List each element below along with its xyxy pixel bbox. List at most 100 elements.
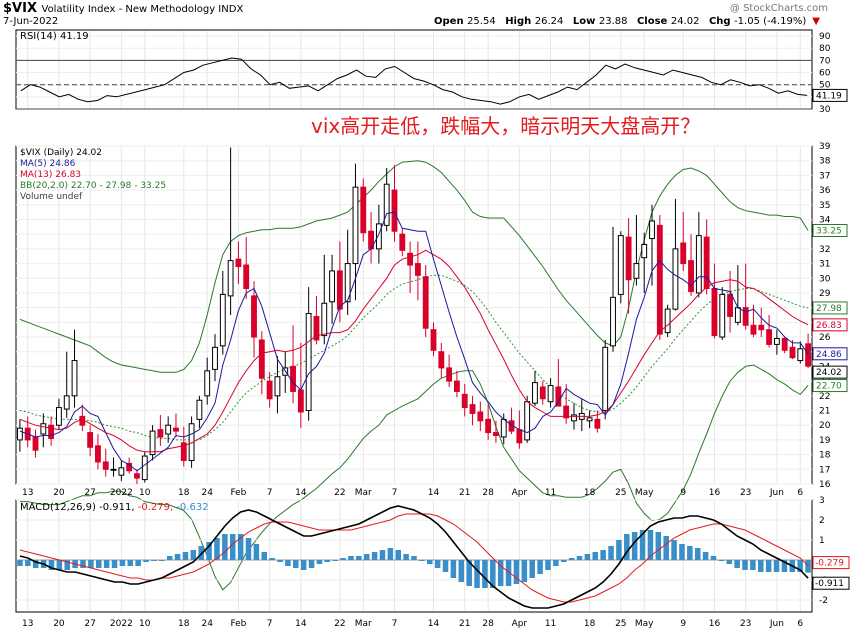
candle-down <box>625 236 632 281</box>
x-axis-label: 11 <box>545 488 556 498</box>
macd-histogram-bar <box>143 560 149 562</box>
macd-histogram-bar <box>434 560 441 568</box>
x-axis-label-bottom: 2022 <box>110 619 133 629</box>
candle-down <box>727 293 733 317</box>
symbol-title: $VIX Volatility Index - New Methodology … <box>3 1 243 16</box>
price-value-box <box>812 365 848 379</box>
x-axis-label-bottom: Feb <box>230 619 246 629</box>
macd-histogram-bar <box>88 560 94 568</box>
candle-down <box>446 367 453 382</box>
x-axis-label: 7 <box>267 488 273 498</box>
rsi-panel-frame <box>15 29 813 110</box>
macd-histogram-bar <box>159 560 165 561</box>
high-label: High <box>505 16 532 27</box>
macd-histogram-bar <box>702 552 709 560</box>
bb-upper-line <box>19 160 809 373</box>
x-axis-label: 14 <box>428 488 440 498</box>
candle-down <box>430 329 437 351</box>
price-value-box <box>812 224 848 237</box>
macd-histogram-bar <box>458 560 465 582</box>
candle-up <box>641 243 648 259</box>
candle-down <box>516 429 523 444</box>
x-axis-label: 28 <box>482 488 494 498</box>
candle-down <box>297 389 304 413</box>
price-legend-ma13: MA(13) 26.83 <box>20 170 81 180</box>
macd-histogram-bar <box>340 558 346 560</box>
price-tick-label: 17 <box>819 465 830 475</box>
macd-histogram-bar <box>371 552 378 560</box>
price-tick-label: 30 <box>819 274 831 284</box>
macd-histogram-bar <box>151 560 157 561</box>
macd-histogram-bar <box>182 552 189 560</box>
macd-histogram-bar <box>679 544 685 560</box>
x-axis-label-bottom: 11 <box>545 619 556 629</box>
macd-value-box-label: -0.279 <box>815 559 844 569</box>
macd-histogram-bar <box>316 560 323 564</box>
candle-down <box>95 445 101 463</box>
candle-down <box>391 189 398 232</box>
price-value-box-label: 24.02 <box>816 368 842 378</box>
macd-histogram-bar <box>427 560 433 564</box>
macd-histogram-bar <box>300 560 307 570</box>
candle-down <box>235 258 242 268</box>
macd-histogram-bar <box>742 560 748 570</box>
bb-lower-line <box>19 364 809 591</box>
candle-up <box>672 248 679 310</box>
macd-histogram-bar <box>505 560 512 586</box>
candle-down <box>711 288 718 337</box>
candle-down <box>438 351 445 369</box>
candle-down <box>781 338 788 351</box>
rsi-tick-label: 50 <box>819 81 831 91</box>
macd-tick-label: 3 <box>819 496 825 506</box>
close-label: Close <box>636 16 668 27</box>
chg-label: Chg <box>708 16 731 27</box>
macd-histogram-bar <box>32 560 39 568</box>
macd-histogram-bar <box>608 546 614 560</box>
macd-histogram-bar <box>332 560 338 561</box>
macd-histogram-bar <box>324 560 331 562</box>
macd-legend-signal: -0.279, <box>138 502 177 513</box>
x-axis-label-bottom: May <box>635 619 654 629</box>
macd-histogram-bar <box>466 560 472 586</box>
candle-up <box>500 418 507 438</box>
macd-value-box <box>812 556 850 570</box>
macd-histogram-bar <box>103 560 110 568</box>
x-axis-label: Mar <box>355 488 372 498</box>
chart-header: $VIX Volatility Index - New Methodology … <box>0 0 850 30</box>
macd-histogram-bar <box>474 560 480 588</box>
macd-value-box <box>812 576 850 590</box>
candle-down <box>539 386 546 400</box>
macd-histogram-bar <box>95 560 102 568</box>
candle-up <box>352 186 359 265</box>
candle-up <box>219 293 226 347</box>
candle-up <box>797 348 804 362</box>
price-value-box-label: 26.83 <box>816 321 842 331</box>
x-axis-label-bottom: 9 <box>680 619 686 629</box>
x-axis-label-bottom: Apr <box>512 619 528 629</box>
x-axis-label-bottom: 27 <box>84 619 95 629</box>
x-axis-label: 16 <box>709 488 721 498</box>
macd-histogram-bar <box>166 556 173 560</box>
price-tick-label: 22 <box>819 392 830 402</box>
candle-up <box>547 385 554 403</box>
candle-up <box>695 235 702 294</box>
macd-histogram-bar <box>647 530 654 560</box>
date: 7-Jun-2022 <box>3 16 59 27</box>
macd-histogram-bar <box>348 556 354 560</box>
candle-down <box>407 252 414 266</box>
x-axis-label: 13 <box>22 488 33 498</box>
rsi-legend-label: RSI(14) 41.19 <box>20 31 89 42</box>
x-axis-label: 2022 <box>110 488 133 498</box>
candle-up <box>188 423 195 461</box>
candle-up <box>602 346 609 412</box>
price-value-box <box>812 318 848 332</box>
rsi-tick-label: 30 <box>819 105 831 115</box>
x-axis-label: 22 <box>334 488 345 498</box>
x-axis-label-bottom: 25 <box>615 619 626 629</box>
candle-down <box>656 224 663 335</box>
macd-histogram-bar <box>119 560 126 566</box>
price-tick-label: 29 <box>819 289 831 299</box>
candle-up <box>40 423 47 435</box>
macd-histogram-bar <box>285 560 291 566</box>
candle-up <box>664 308 671 334</box>
